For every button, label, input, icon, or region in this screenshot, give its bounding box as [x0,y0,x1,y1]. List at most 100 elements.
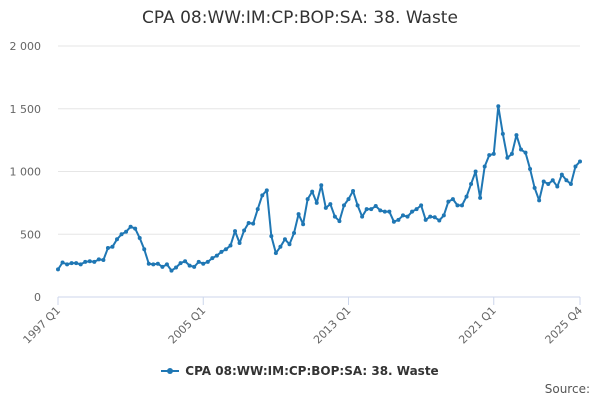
data-point [233,229,238,234]
series-layer [56,104,582,273]
gridlines [58,45,580,298]
data-point [500,131,505,136]
data-point [237,241,242,246]
data-point [332,214,337,219]
x-tick-label: 2025 Q4 [543,304,586,347]
x-tick-label: 2021 Q1 [456,304,499,347]
data-point [337,219,342,224]
data-point [559,172,564,177]
data-point [573,164,578,169]
data-point [541,179,546,184]
data-point [464,194,469,199]
x-tick-label: 1997 Q1 [21,304,64,347]
data-point [432,215,437,220]
data-point [341,203,346,208]
data-point [133,226,138,231]
data-point [210,256,215,261]
legend-label: CPA 08:WW:IM:CP:BOP:SA: 38. Waste [185,364,439,378]
data-point [264,188,269,193]
axes: 0 500 1 000 1 500 2 000 1997 Q1 2005 Q1 2013 Q1… [10,40,586,346]
data-point [169,268,174,273]
data-point [301,222,306,227]
data-point [96,257,101,262]
data-point [496,104,501,109]
data-point [219,249,224,254]
data-point [328,202,333,207]
data-point [400,213,405,218]
data-point [142,247,147,252]
data-point [323,205,328,210]
data-point [469,182,474,187]
data-point [509,151,514,156]
data-point [564,178,569,183]
data-point [115,237,120,242]
data-point [151,262,156,267]
legend[interactable]: CPA 08:WW:IM:CP:BOP:SA: 38. Waste [0,364,600,379]
y-tick-label: 1 500 [10,103,42,116]
data-point [69,261,74,266]
y-tick-label: 0 [34,291,41,304]
data-point [305,197,310,202]
data-point [528,166,533,171]
data-point [523,150,528,155]
data-point [255,207,260,212]
data-point [419,203,424,208]
data-point [518,147,523,152]
data-point [373,204,378,209]
data-point [282,237,287,242]
data-point [78,262,83,267]
data-point [346,197,351,202]
data-point [128,224,133,229]
data-point [355,203,360,208]
data-point [183,259,188,264]
data-point [578,159,582,164]
data-point [74,261,79,266]
data-point [60,260,65,265]
data-point [478,195,483,200]
data-point [273,251,278,256]
data-point [319,183,324,188]
data-point [124,229,129,234]
data-point [382,209,387,214]
y-tick-label: 500 [20,228,41,241]
data-point [101,257,106,262]
data-point [514,133,519,138]
data-point [196,259,201,264]
data-point [205,259,210,264]
series-line [57,105,581,272]
data-point [459,203,464,208]
data-point [391,219,396,224]
data-point [405,214,410,219]
data-point [568,182,573,187]
data-point [428,214,433,219]
data-point [223,247,228,252]
data-point [214,253,219,258]
data-point [410,209,415,214]
data-point [378,208,383,213]
data-point [105,246,110,251]
data-point [446,199,451,204]
data-point [441,213,446,218]
data-point [187,263,192,268]
data-point [360,214,365,219]
source-label: Source: [544,382,590,396]
y-tick-label: 1 000 [10,166,42,179]
data-point [228,243,233,248]
data-point [56,267,60,272]
data-point [83,259,88,264]
data-point [550,178,555,183]
data-point [546,182,551,187]
data-point [314,200,319,205]
data-point [242,228,247,233]
data-point [555,184,560,189]
data-point [278,244,283,249]
data-point [260,193,265,198]
x-tick-label: 2013 Q1 [311,304,354,347]
data-point [532,185,537,190]
data-point [119,232,124,237]
data-point [387,209,392,214]
data-point [155,261,160,266]
data-point [414,207,419,212]
data-point [491,151,496,156]
data-point [455,203,460,208]
